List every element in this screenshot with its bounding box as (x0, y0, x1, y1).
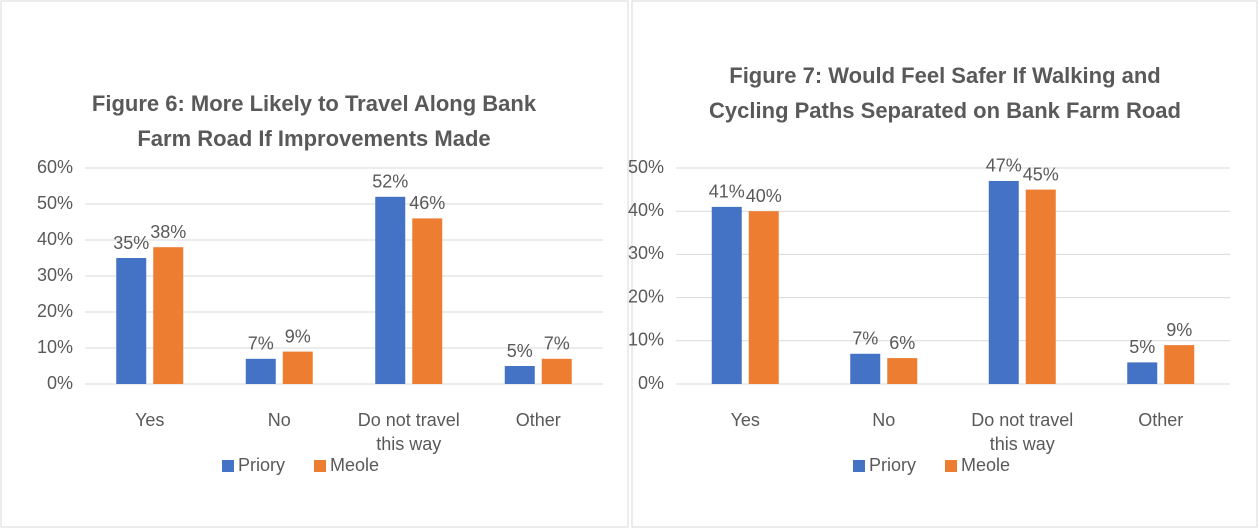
legend-swatch (314, 460, 326, 472)
data-label: 40% (746, 186, 782, 206)
legend-swatch (853, 460, 865, 472)
y-tick-label: 40% (628, 200, 664, 220)
data-label: 41% (709, 182, 745, 202)
bar (1127, 362, 1158, 384)
bar (245, 358, 276, 384)
x-tick-label: Other (515, 410, 561, 430)
data-label: 9% (285, 326, 311, 346)
bar (412, 218, 443, 384)
data-label: 52% (372, 172, 408, 192)
y-tick-label: 50% (628, 157, 664, 177)
data-label: 7% (852, 329, 878, 349)
bar (375, 196, 406, 384)
legend-label: Priory (238, 455, 285, 475)
bar (887, 358, 918, 384)
data-label: 45% (1023, 164, 1059, 184)
bar (1164, 345, 1195, 384)
legend-swatch (222, 460, 234, 472)
bar (850, 353, 881, 384)
bar (541, 358, 572, 384)
bar (153, 247, 184, 384)
y-tick-label: 20% (628, 286, 664, 306)
legend-swatch (945, 460, 957, 472)
bar (1025, 189, 1056, 384)
data-label: 5% (507, 341, 533, 361)
x-tick-label: No (267, 410, 291, 430)
y-tick-label: 60% (37, 157, 73, 177)
bar (282, 351, 313, 384)
y-tick-label: 50% (37, 193, 73, 213)
data-label: 7% (248, 334, 274, 354)
y-tick-label: 10% (628, 330, 664, 350)
x-tick-label: No (872, 410, 896, 430)
y-tick-label: 20% (37, 301, 73, 321)
x-tick-label: Do not travel this way (357, 410, 460, 454)
x-tick-label: Yes (135, 410, 165, 430)
bar (988, 180, 1019, 384)
x-tick-label: Do not travel this way (971, 410, 1074, 454)
data-label: 35% (113, 233, 149, 253)
legend-label: Meole (330, 455, 379, 475)
legend-label: Meole (961, 455, 1010, 475)
bar (116, 258, 147, 384)
y-tick-label: 0% (638, 373, 664, 393)
chart-title: Figure 7: Would Feel Safer If Walking an… (709, 63, 1181, 123)
data-label: 6% (889, 333, 915, 353)
chart-frame (631, 0, 1258, 528)
data-label: 9% (1166, 320, 1192, 340)
data-label: 46% (409, 193, 445, 213)
y-tick-label: 0% (47, 373, 73, 393)
x-tick-label: Other (1138, 410, 1184, 430)
legend-label: Priory (869, 455, 916, 475)
data-label: 47% (986, 156, 1022, 176)
x-tick-label: Yes (730, 410, 760, 430)
bar (504, 366, 535, 384)
data-label: 7% (544, 334, 570, 354)
chart-frame (0, 0, 629, 528)
data-label: 5% (1129, 337, 1155, 357)
y-tick-label: 40% (37, 229, 73, 249)
bar (748, 211, 779, 384)
bar (711, 206, 742, 384)
y-tick-label: 10% (37, 337, 73, 357)
chart-title: Figure 6: More Likely to Travel Along Ba… (91, 91, 537, 151)
y-tick-label: 30% (37, 265, 73, 285)
data-label: 38% (150, 222, 186, 242)
y-tick-label: 30% (628, 243, 664, 263)
